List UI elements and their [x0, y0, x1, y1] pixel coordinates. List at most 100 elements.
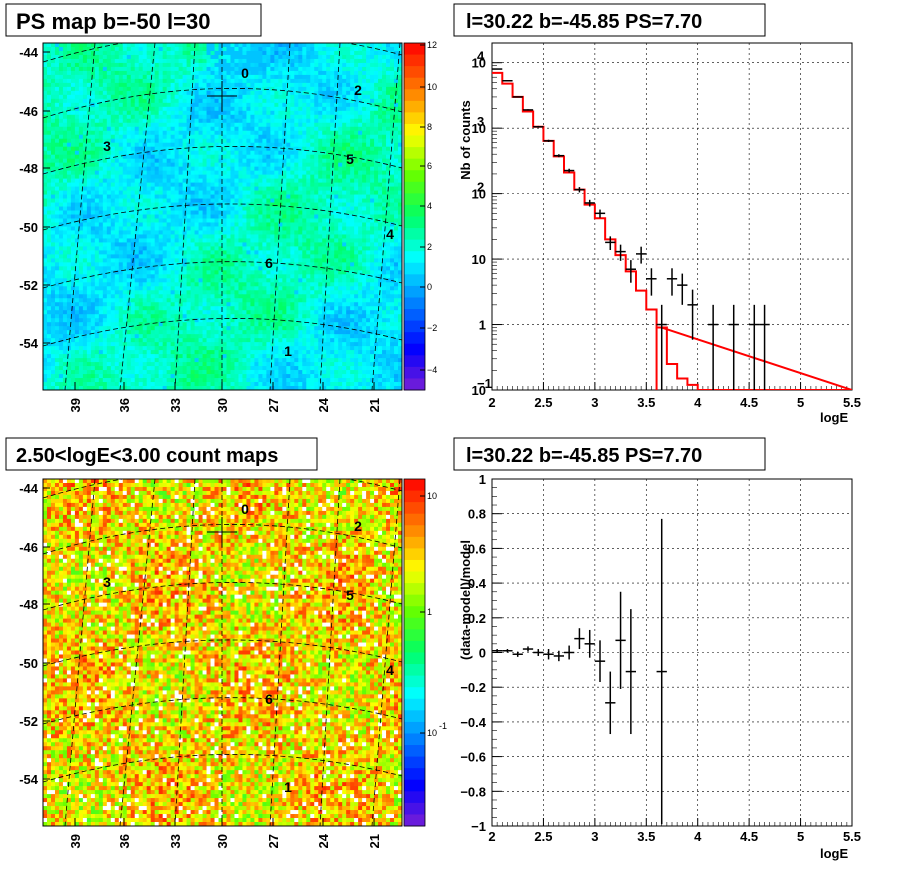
heatmap-cell: [222, 198, 227, 203]
heatmap-cell: [58, 70, 64, 76]
heatmap-cell: [114, 150, 120, 156]
heatmap-cell: [62, 178, 68, 183]
heatmap-cell: [66, 214, 72, 219]
heatmap-cell: [186, 74, 191, 80]
heatmap-cell: [378, 150, 383, 156]
heatmap-cell: [166, 102, 172, 108]
heatmap-cell: [242, 246, 247, 251]
heatmap-cell: [246, 74, 251, 80]
heatmap-cell: [294, 94, 299, 100]
heatmap-cell: [286, 194, 291, 199]
heatmap-cell: [310, 250, 315, 255]
heatmap-cell: [94, 238, 100, 243]
heatmap-cell: [46, 66, 52, 72]
heatmap-cell: [230, 122, 235, 128]
heatmap-cell: [46, 214, 52, 219]
heatmap-cell: [306, 170, 311, 176]
heatmap-cell: [334, 202, 339, 207]
heatmap-cell: [234, 142, 239, 148]
heatmap-cell: [146, 54, 152, 60]
heatmap-cell: [354, 230, 359, 235]
heatmap-cell: [274, 58, 279, 64]
heatmap-cell: [62, 90, 68, 96]
heatmap-cell: [230, 214, 235, 219]
heatmap-cell: [78, 102, 84, 108]
heatmap-cell: [290, 186, 295, 191]
heatmap-cell: [262, 250, 267, 255]
heatmap-cell: [326, 66, 331, 72]
heatmap-cell: [102, 206, 108, 211]
heatmap-cell: [246, 106, 251, 112]
heatmap-cell: [226, 86, 231, 92]
heatmap-cell: [158, 218, 164, 223]
heatmap-cell: [278, 70, 283, 76]
heatmap-cell: [134, 182, 140, 187]
heatmap-cell: [366, 162, 371, 168]
heatmap-cell: [354, 110, 359, 116]
heatmap-cell: [86, 222, 92, 227]
heatmap-cell: [370, 178, 375, 183]
heatmap-cell: [302, 242, 307, 247]
heatmap-cell: [346, 234, 351, 239]
heatmap-cell: [126, 86, 132, 92]
heatmap-cell: [98, 222, 104, 227]
heatmap-cell: [242, 206, 247, 211]
heatmap-cell: [206, 94, 211, 100]
heatmap-cell: [218, 214, 223, 219]
heatmap-cell: [350, 62, 355, 68]
heatmap-cell: [182, 106, 187, 112]
heatmap-cell: [174, 210, 180, 215]
heatmap-cell: [134, 82, 140, 88]
heatmap-cell: [166, 122, 172, 128]
heatmap-cell: [190, 206, 195, 211]
heatmap-cell: [86, 234, 92, 239]
heatmap-cell: [70, 118, 76, 124]
heatmap-cell: [94, 246, 100, 251]
heatmap-cell: [274, 170, 279, 176]
heatmap-cell: [398, 122, 402, 128]
heatmap-cell: [342, 258, 347, 263]
heatmap-cell: [182, 206, 187, 211]
heatmap-cell: [46, 170, 52, 176]
heatmap-cell: [214, 54, 219, 60]
heatmap-cell: [258, 70, 263, 76]
heatmap-cell: [98, 178, 104, 183]
heatmap-cell: [346, 106, 351, 112]
heatmap-cell: [138, 254, 144, 259]
heatmap-cell: [198, 222, 203, 227]
heatmap-cell: [242, 114, 247, 120]
heatmap-cell: [186, 174, 191, 180]
heatmap-cell: [270, 43, 275, 48]
heatmap-cell: [374, 202, 379, 207]
heatmap-cell: [386, 258, 391, 263]
heatmap-cell: [374, 54, 379, 60]
heatmap-cell: [390, 150, 395, 156]
heatmap-cell: [390, 234, 395, 239]
heatmap-cell: [314, 138, 319, 144]
heatmap-cell: [78, 130, 84, 136]
heatmap-cell: [366, 170, 371, 176]
heatmap-cell: [290, 110, 295, 116]
heatmap-cell: [374, 78, 379, 84]
heatmap-cell: [270, 202, 275, 207]
heatmap-cell: [134, 174, 140, 180]
heatmap-cell: [58, 242, 64, 247]
heatmap-cell: [98, 102, 104, 108]
heatmap-cell: [222, 174, 227, 180]
heatmap-cell: [150, 98, 156, 104]
heatmap-cell: [318, 43, 323, 48]
heatmap-cell: [46, 238, 52, 243]
heatmap-cell: [90, 43, 96, 48]
heatmap-cell: [86, 170, 92, 176]
heatmap-cell: [62, 214, 68, 219]
heatmap-cell: [214, 118, 219, 124]
heatmap-cell: [98, 242, 104, 247]
heatmap-cell: [246, 54, 251, 60]
heatmap-cell: [274, 74, 279, 80]
heatmap-cell: [134, 110, 140, 116]
heatmap-cell: [122, 198, 128, 203]
heatmap-cell: [150, 202, 156, 207]
heatmap-cell: [70, 150, 76, 156]
heatmap-cell: [142, 254, 148, 259]
heatmap-cell: [182, 234, 187, 239]
